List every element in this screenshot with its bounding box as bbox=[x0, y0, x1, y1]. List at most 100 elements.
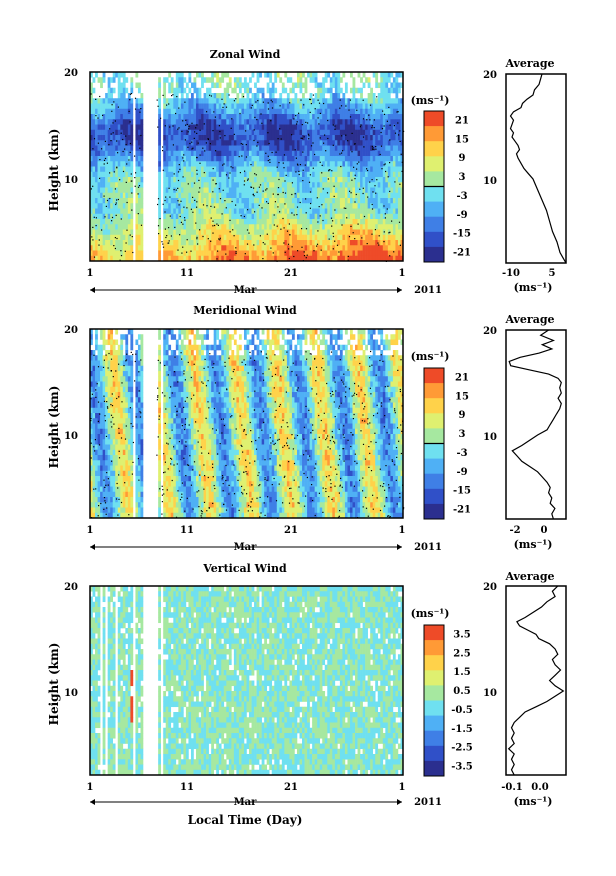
zonal-wind-contour-dot bbox=[372, 191, 374, 193]
zonal-wind-contour-dot bbox=[126, 163, 128, 165]
zonal-wind-heat-cell bbox=[332, 182, 336, 188]
zonal-wind-heat-cell bbox=[367, 119, 371, 125]
zonal-wind-heat-cell bbox=[375, 114, 379, 120]
zonal-wind-heat-cell bbox=[168, 103, 172, 110]
zonal-wind-heat-cell bbox=[395, 129, 399, 136]
zonal-wind-heat-cell bbox=[130, 119, 134, 125]
zonal-wind-heat-cell bbox=[122, 156, 126, 162]
meridional-wind-heat-cell bbox=[102, 413, 106, 419]
zonal-wind-contour-dot bbox=[312, 142, 314, 144]
zonal-wind-heat-cell bbox=[377, 108, 381, 115]
zonal-wind-contour-dot bbox=[371, 179, 373, 181]
zonal-wind-heat-cell bbox=[276, 213, 280, 220]
zonal-wind-heat-cell bbox=[158, 234, 161, 241]
zonal-wind-contour-dot bbox=[197, 243, 199, 245]
zonal-wind-heat-cell bbox=[362, 156, 366, 162]
zonal-wind-contour-dot bbox=[165, 236, 167, 239]
zonal-wind-heat-cell bbox=[324, 156, 328, 162]
zonal-wind-heat-cell bbox=[228, 198, 232, 204]
zonal-wind-contour-dot bbox=[250, 164, 252, 166]
meridional-wind-heat-cell bbox=[110, 350, 114, 356]
zonal-wind-heat-cell bbox=[122, 140, 126, 146]
zonal-wind-heat-cell bbox=[175, 119, 179, 125]
zonal-wind-heat-cell bbox=[216, 219, 220, 225]
zonal-wind-heat-cell bbox=[213, 213, 217, 220]
zonal-wind-contour-dot bbox=[362, 192, 364, 195]
zonal-wind-heat-cell bbox=[183, 150, 187, 157]
zonal-wind-heat-cell bbox=[188, 240, 192, 246]
zonal-wind-heat-cell bbox=[291, 87, 295, 94]
zonal-wind-heat-cell bbox=[180, 124, 184, 131]
meridional-wind-heat-cell bbox=[95, 407, 98, 414]
zonal-wind-heat-cell bbox=[137, 103, 141, 110]
zonal-wind-heat-cell bbox=[233, 192, 237, 199]
meridional-wind-heat-cell bbox=[90, 481, 93, 487]
zonal-wind-heat-cell bbox=[92, 234, 96, 241]
zonal-wind-contour-dot bbox=[293, 214, 295, 216]
zonal-wind-heat-cell bbox=[105, 192, 108, 199]
zonal-wind-contour-dot bbox=[291, 134, 293, 136]
zonal-wind-heat-cell bbox=[286, 234, 290, 241]
zonal-wind-heat-cell bbox=[377, 129, 381, 136]
zonal-wind-heat-cell bbox=[233, 145, 237, 152]
zonal-wind-heat-cell bbox=[107, 108, 111, 115]
zonal-wind-heat-cell bbox=[395, 229, 399, 236]
zonal-wind-heat-cell bbox=[251, 108, 255, 115]
zonal-wind-heat-cell bbox=[372, 240, 376, 246]
zonal-wind-heat-cell bbox=[243, 187, 247, 194]
zonal-wind-heat-cell bbox=[387, 140, 391, 146]
zonal-wind-heat-cell bbox=[377, 161, 381, 167]
zonal-wind-heat-cell bbox=[115, 108, 119, 115]
zonal-wind-heat-cell bbox=[241, 124, 245, 131]
zonal-wind-contour-dot bbox=[168, 187, 170, 189]
zonal-wind-heat-cell bbox=[385, 108, 389, 115]
zonal-wind-heat-cell bbox=[309, 203, 313, 209]
zonal-wind-heat-cell bbox=[284, 219, 288, 225]
zonal-wind-heat-cell bbox=[201, 240, 204, 246]
zonal-wind-heat-cell bbox=[259, 240, 262, 246]
zonal-wind-heat-cell bbox=[168, 171, 172, 178]
zonal-wind-heat-cell bbox=[201, 140, 204, 146]
zonal-wind-heat-cell bbox=[163, 98, 167, 104]
zonal-wind-heat-cell bbox=[233, 187, 237, 194]
zonal-wind-contour-dot bbox=[266, 233, 268, 235]
zonal-wind-heat-cell bbox=[317, 129, 320, 136]
zonal-wind-heat-cell bbox=[322, 171, 326, 178]
zonal-wind-heat-cell bbox=[107, 103, 111, 110]
zonal-wind-heat-cell bbox=[122, 234, 126, 241]
zonal-wind-heat-cell bbox=[339, 250, 343, 257]
zonal-wind-heat-cell bbox=[309, 108, 313, 115]
meridional-wind-heat-cell bbox=[107, 418, 111, 424]
zonal-wind-heat-cell bbox=[120, 140, 124, 146]
zonal-wind-contour-dot bbox=[266, 188, 268, 190]
zonal-wind-heat-cell bbox=[367, 187, 371, 194]
zonal-wind-heat-cell bbox=[281, 250, 285, 257]
zonal-wind-heat-cell bbox=[254, 240, 257, 246]
zonal-wind-contour-dot bbox=[240, 143, 242, 145]
zonal-wind-heat-cell bbox=[236, 150, 240, 157]
zonal-wind-heat-cell bbox=[193, 187, 197, 194]
zonal-wind-heat-cell bbox=[334, 82, 338, 89]
zonal-wind-heat-cell bbox=[281, 245, 285, 251]
zonal-wind-heat-cell bbox=[158, 177, 161, 183]
zonal-wind-heat-cell bbox=[223, 108, 227, 115]
zonal-wind-heat-cell bbox=[289, 150, 293, 157]
zonal-wind-heat-cell bbox=[115, 245, 119, 251]
zonal-wind-heat-cell bbox=[284, 171, 288, 178]
zonal-wind-contour-dot bbox=[381, 128, 384, 130]
zonal-wind-heat-cell bbox=[397, 72, 401, 78]
zonal-wind-heat-cell bbox=[377, 150, 381, 157]
zonal-wind-heat-cell bbox=[289, 198, 293, 204]
meridional-wind-heat-cell bbox=[102, 423, 106, 430]
zonal-wind-heat-cell bbox=[233, 124, 237, 131]
zonal-wind-heat-cell bbox=[97, 124, 101, 131]
zonal-wind-heat-cell bbox=[294, 171, 298, 178]
zonal-wind-ytick-20: 20 bbox=[64, 68, 78, 79]
zonal-wind-heat-cell bbox=[355, 98, 358, 104]
zonal-wind-heat-cell bbox=[127, 219, 131, 225]
zonal-wind-heat-cell bbox=[183, 213, 187, 220]
zonal-wind-heat-cell bbox=[115, 156, 119, 162]
zonal-wind-heat-cell bbox=[299, 87, 303, 94]
zonal-wind-contour-dot bbox=[92, 239, 94, 241]
zonal-wind-heat-cell bbox=[243, 219, 247, 225]
